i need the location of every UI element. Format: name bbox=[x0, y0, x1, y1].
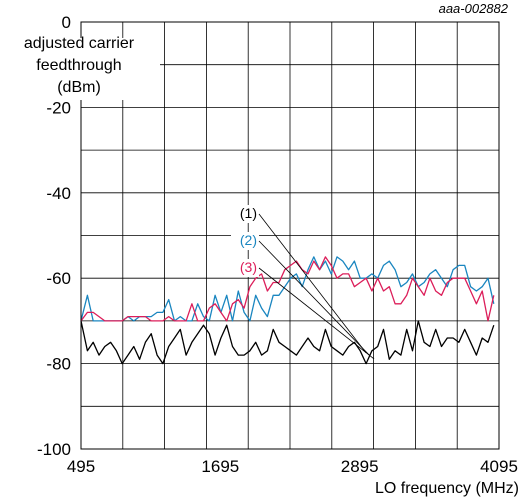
callout-leader-line bbox=[258, 267, 375, 360]
callout-label-3: (3) bbox=[240, 259, 257, 275]
x-tick-label: 1695 bbox=[201, 457, 239, 476]
y-tick-label: -80 bbox=[46, 355, 71, 374]
y-axis-title-line-2: feedthrough bbox=[36, 57, 121, 74]
document-id: aaa-002882 bbox=[439, 1, 509, 16]
y-axis-title-backdrop bbox=[0, 38, 160, 100]
callout-label-1: (1) bbox=[240, 205, 257, 221]
y-tick-label: -20 bbox=[46, 98, 71, 117]
callout-label-2: (2) bbox=[240, 232, 257, 248]
callout-leader-line bbox=[258, 240, 371, 357]
x-tick-label: 2895 bbox=[341, 457, 379, 476]
x-tick-label: 4095 bbox=[480, 457, 518, 476]
series-callouts: (1) (2) (3) bbox=[231, 205, 375, 360]
callout-leader-line bbox=[258, 213, 367, 354]
callout-backdrop bbox=[231, 232, 259, 250]
y-axis-title-line-1: adjusted carrier bbox=[24, 35, 135, 52]
x-tick-label: 495 bbox=[67, 457, 95, 476]
grid bbox=[81, 22, 499, 449]
series-lines bbox=[80, 256, 495, 365]
x-axis-title: LO frequency (MHz) bbox=[375, 480, 519, 497]
series-line-3 bbox=[80, 256, 495, 322]
y-tick-label: 0 bbox=[62, 13, 71, 32]
series-line-1 bbox=[80, 320, 495, 365]
callout-backdrop bbox=[231, 205, 259, 223]
y-axis-title-line-3: (dBm) bbox=[57, 79, 101, 96]
y-tick-label: -60 bbox=[46, 269, 71, 288]
y-tick-label: -40 bbox=[46, 184, 71, 203]
series-line-2 bbox=[80, 256, 495, 322]
y-tick-labels: 0 -20 -40 -60 -80 -100 bbox=[37, 13, 71, 459]
y-tick-label: -100 bbox=[37, 440, 71, 459]
callout-backdrop bbox=[231, 259, 259, 277]
plot-frame bbox=[80, 21, 500, 450]
x-tick-labels: 495 1695 2895 4095 bbox=[67, 457, 518, 476]
